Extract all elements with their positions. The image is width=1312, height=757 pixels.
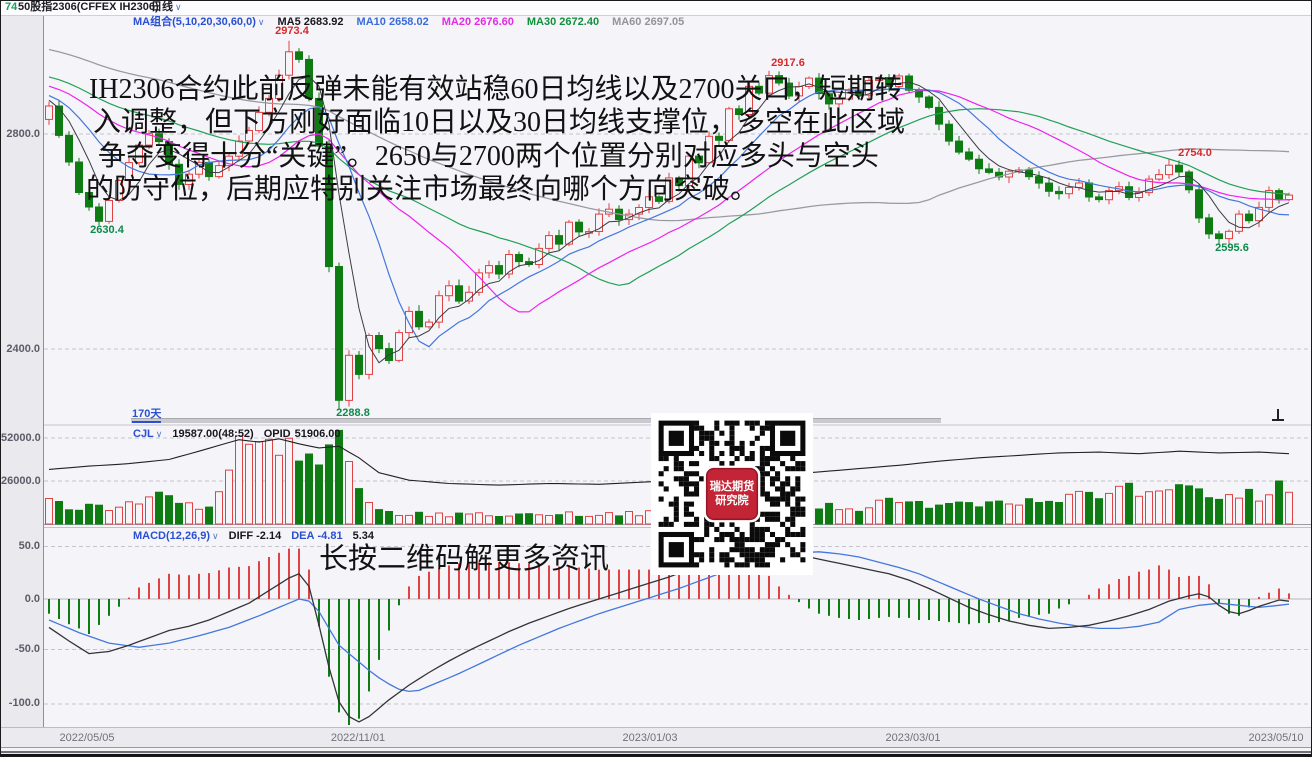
ma20-value: MA20 2676.60 [441, 16, 514, 28]
pane-divider[interactable] [131, 418, 941, 423]
chevron-down-icon: ∨ [212, 531, 219, 541]
contract-title: 50股指2306(CFFEX IH2306) [18, 1, 159, 13]
price-axis-tick: 2800.0 [6, 128, 40, 140]
macd-indicator-bar: MACD(12,26,9) ∨ DIFF -2.14 DEA -4.81 5.34 [133, 530, 374, 543]
date-label: 2023/03/01 [885, 732, 941, 744]
opid-label: OPID [263, 428, 291, 440]
ma-settings-dropdown[interactable]: MA组合(5,10,20,30,60,0) ∨ [133, 16, 264, 29]
price-marker-low: 2595.6 [1215, 242, 1249, 254]
macd-axis-tick: 50.0 [18, 540, 40, 552]
y-axis-gutter [1, 15, 44, 727]
volume-indicator-dropdown[interactable]: CJL ∨ [133, 428, 163, 440]
annotation-line: 争夺变得十分“关键”。2650与2700两个位置分别对应多头与空头 [98, 141, 879, 172]
volume-value: 19587.00(48:52) [172, 428, 254, 440]
price-marker-high: 2973.4 [275, 25, 309, 37]
price-marker-high: 2754.0 [1178, 147, 1212, 159]
date-label: 2022/05/05 [59, 732, 115, 744]
ma-settings-label: MA组合(5,10,20,30,60,0) [133, 16, 256, 28]
qr-code[interactable]: 瑞达期货 研究院 [651, 413, 813, 575]
price-marker-high: 2917.6 [771, 57, 805, 69]
chevron-down-icon: ∨ [175, 2, 182, 12]
contract-code: 74 [5, 1, 18, 13]
scroll-track-gap [1, 753, 1311, 754]
svg-text:瑞达期货: 瑞达期货 [710, 479, 755, 493]
price-marker-low: 2630.4 [90, 224, 124, 236]
svg-text:研究院: 研究院 [715, 493, 748, 507]
macd-axis-tick: -50.0 [14, 643, 40, 655]
volume-indicator-bar: CJL ∨ 19587.00(48:52) OPID 51906.00 [133, 428, 341, 441]
dea-value: DEA -4.81 [291, 530, 343, 542]
opid-value: 51906.00 [294, 428, 341, 440]
annotation-line: 的防守位，后期应特别关注市场最终向哪个方向突破。 [86, 174, 759, 205]
ma10-value: MA10 2658.02 [356, 16, 429, 28]
volume-axis-tick: 26000.0 [1, 475, 41, 487]
macd-axis-tick: 0.0 [24, 593, 40, 605]
ma30-value: MA30 2672.40 [526, 16, 600, 28]
scroll-track-line [1, 751, 1311, 753]
chevron-down-icon: ∨ [155, 429, 163, 439]
price-axis-tick: 2400.0 [6, 343, 40, 355]
period-label: 日线 [151, 1, 173, 13]
macd-indicator-dropdown[interactable]: MACD(12,26,9) ∨ [133, 530, 219, 542]
diff-value: DIFF -2.14 [228, 530, 282, 542]
date-label: 2023/05/10 [1248, 732, 1304, 744]
horizontal-scrollbar[interactable] [1, 754, 1311, 756]
ma5-value: MA5 2683.92 [277, 16, 344, 28]
price-marker-low: 2288.8 [336, 407, 370, 419]
macd-axis-tick: -100.0 [8, 697, 40, 709]
scroll-track [1, 747, 1311, 751]
ma-indicator-bar: MA组合(5,10,20,30,60,0) ∨ MA5 2683.92 MA10 … [133, 16, 684, 29]
title-bar: 74 50股指2306(CFFEX IH2306) 日线 ∨ [1, 1, 1311, 16]
ma60-value: MA60 2697.05 [612, 16, 685, 28]
x-axis-strip [1, 727, 1311, 747]
qr-caption: 长按二维码解更多资讯 [319, 543, 610, 575]
macd-m-value: 5.34 [352, 530, 375, 542]
chevron-down-icon: ∨ [257, 17, 265, 27]
period-dropdown[interactable]: 日线 ∨ [151, 1, 182, 14]
annotation-line: IH2306合约此前反弹未能有效站稳60日均线以及2700关口，短期转 [89, 74, 903, 105]
visible-span-label: 170天 [132, 405, 162, 423]
annotation-line: 入调整，但下方刚好面临10日以及30日均线支撑位，多空在此区域 [93, 107, 906, 138]
date-label: 2022/11/01 [330, 732, 386, 744]
volume-axis-tick: 52000.0 [1, 432, 41, 444]
date-label: 2023/01/03 [622, 732, 678, 744]
